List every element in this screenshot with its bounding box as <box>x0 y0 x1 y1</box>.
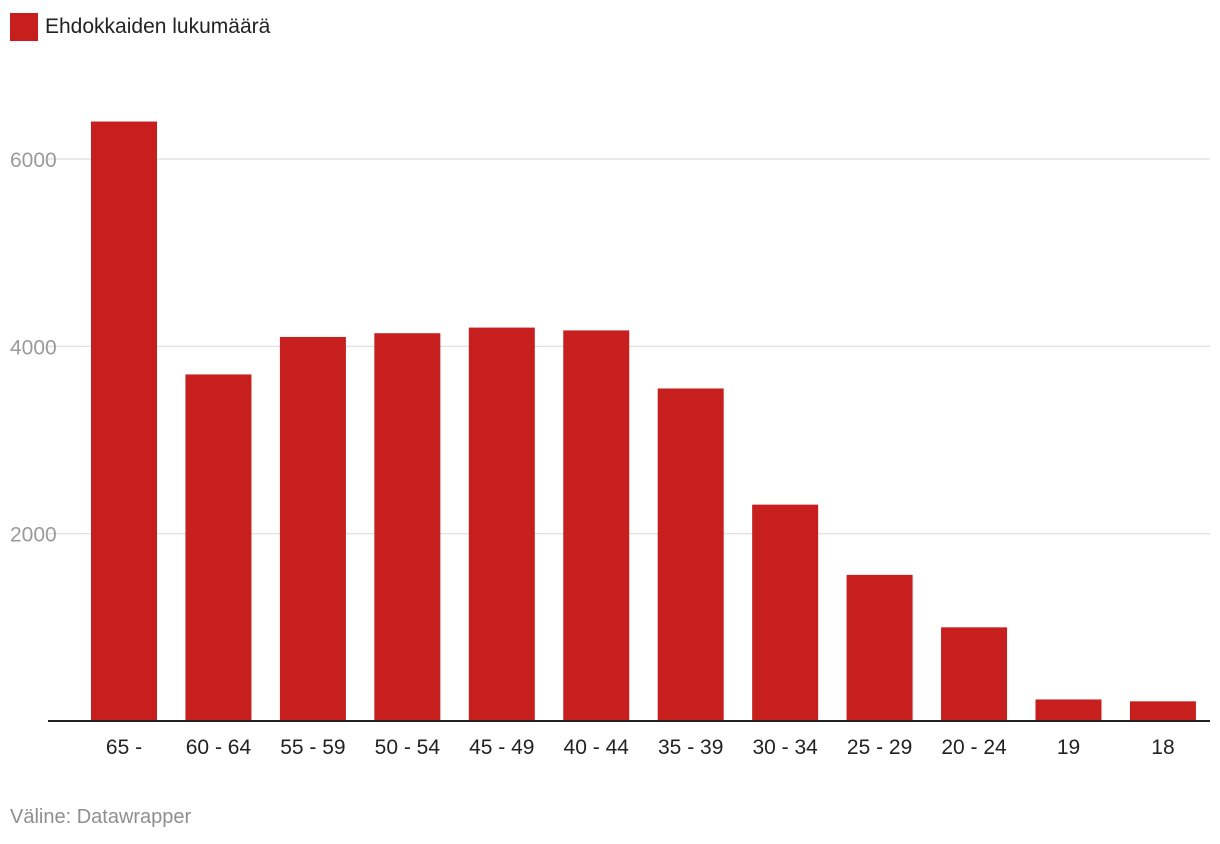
bar-5 <box>563 330 630 721</box>
x-tick-label-3: 50 - 54 <box>375 736 441 759</box>
bar-8 <box>846 574 913 721</box>
bar-11 <box>1129 701 1196 721</box>
x-tick-label-10: 19 <box>1057 736 1080 759</box>
x-tick-label-11: 18 <box>1151 736 1174 759</box>
source-note: Väline: Datawrapper <box>10 806 192 828</box>
x-tick-label-9: 20 - 24 <box>941 736 1007 759</box>
x-tick-label-5: 40 - 44 <box>564 736 630 759</box>
legend-label: Ehdokkaiden lukumäärä <box>45 15 271 38</box>
bar-7 <box>752 504 819 721</box>
bar-10 <box>1035 699 1102 721</box>
y-tick-label-2000: 2000 <box>10 524 57 547</box>
bar-9 <box>941 627 1008 721</box>
bar-3 <box>374 333 441 721</box>
x-tick-label-6: 35 - 39 <box>658 736 723 759</box>
y-tick-label-4000: 4000 <box>10 336 57 359</box>
bar-4 <box>468 327 535 721</box>
x-tick-label-4: 45 - 49 <box>469 736 534 759</box>
x-tick-label-8: 25 - 29 <box>847 736 912 759</box>
legend: Ehdokkaiden lukumäärä <box>10 13 270 41</box>
x-tick-label-1: 60 - 64 <box>186 736 252 759</box>
bar-1 <box>185 374 252 721</box>
bar-0 <box>91 121 157 722</box>
x-tick-label-2: 55 - 59 <box>280 736 345 759</box>
x-tick-label-7: 30 - 34 <box>752 736 818 759</box>
bar-6 <box>657 388 724 721</box>
x-tick-label-0: 65 - <box>106 736 142 759</box>
bar-2 <box>279 336 346 721</box>
legend-swatch <box>10 13 38 41</box>
y-tick-label-6000: 6000 <box>10 149 57 172</box>
